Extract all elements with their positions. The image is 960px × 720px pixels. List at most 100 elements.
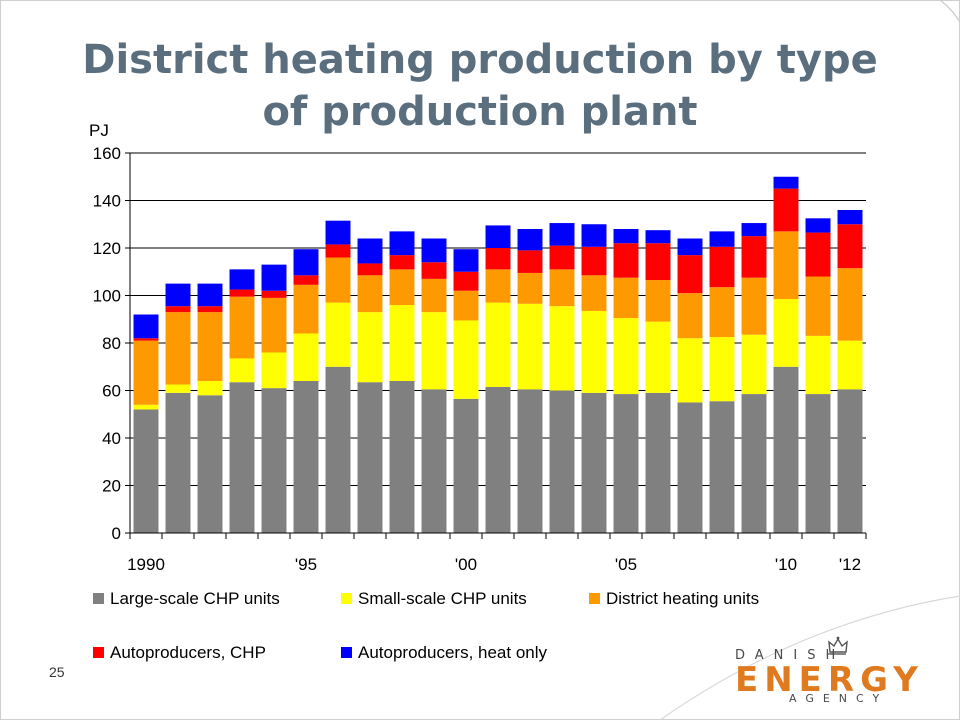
decorative-swoosh-bottom	[659, 595, 960, 720]
bar-segment-autoproducers-chp-1996	[325, 244, 351, 258]
bar-segment-district-heating-units-2012	[837, 268, 863, 341]
bar-segment-small-scale-chp-units-1993	[229, 358, 255, 383]
bar-segment-small-scale-chp-units-1994	[261, 352, 287, 389]
bar-segment-district-heating-units-1994	[261, 297, 287, 353]
x-tick-label: '05	[615, 555, 637, 574]
bar-segment-small-scale-chp-units-2008	[709, 337, 735, 402]
bar-segment-large-scale-chp-units-1998	[389, 381, 415, 533]
bar-segment-large-scale-chp-units-2009	[741, 394, 767, 533]
bar-segment-district-heating-units-2001	[485, 269, 511, 303]
slide-title-line-1: District heating production by type	[82, 37, 878, 83]
bar-segment-district-heating-units-2004	[581, 275, 607, 311]
bar-segment-district-heating-units-1998	[389, 269, 415, 305]
bar-segment-small-scale-chp-units-2005	[613, 318, 639, 395]
bar-segment-district-heating-units-1995	[293, 284, 319, 334]
logo-main-text: ENERGY	[735, 660, 924, 700]
bar-segment-large-scale-chp-units-2006	[645, 392, 671, 533]
bar-segment-autoproducers-chp-1991	[165, 306, 191, 313]
bar-segment-autoproducers-heat-only-1997	[357, 238, 383, 264]
bar-segment-autoproducers-heat-only-2009	[741, 223, 767, 237]
bar-segment-district-heating-units-2002	[517, 272, 543, 304]
bar-segment-large-scale-chp-units-2005	[613, 394, 639, 533]
bar-segment-district-heating-units-1999	[421, 278, 447, 313]
legend-label: Large-scale CHP units	[110, 589, 280, 608]
y-axis-label: PJ	[89, 121, 109, 140]
y-tick-label: 40	[102, 429, 121, 448]
bar-segment-district-heating-units-2005	[613, 277, 639, 319]
bar-segment-autoproducers-heat-only-2002	[517, 229, 543, 251]
bar-segment-small-scale-chp-units-2000	[453, 320, 479, 399]
bar-segment-small-scale-chp-units-1990	[133, 404, 159, 410]
legend-swatch	[589, 593, 600, 604]
bar-segment-autoproducers-chp-1995	[293, 275, 319, 285]
bar-segment-autoproducers-chp-2006	[645, 243, 671, 281]
bar-segment-large-scale-chp-units-2008	[709, 401, 735, 533]
bar-segment-small-scale-chp-units-1999	[421, 312, 447, 390]
bar-segment-autoproducers-chp-2011	[805, 232, 831, 277]
bar-segment-small-scale-chp-units-1996	[325, 302, 351, 367]
bar-segment-autoproducers-heat-only-1996	[325, 220, 351, 245]
bar-segment-autoproducers-chp-1994	[261, 290, 287, 298]
bar-segment-autoproducers-chp-1990	[133, 338, 159, 341]
bar-segment-large-scale-chp-units-1999	[421, 389, 447, 533]
slide-title: District heating production by type of p…	[40, 34, 920, 138]
legend-label: District heating units	[606, 589, 759, 608]
bar-segment-large-scale-chp-units-2007	[677, 402, 703, 533]
y-tick-label: 120	[93, 239, 121, 258]
page-number: 25	[49, 664, 65, 680]
bar-segment-small-scale-chp-units-1995	[293, 333, 319, 381]
bar-segment-district-heating-units-2000	[453, 290, 479, 321]
bar-segment-autoproducers-chp-1997	[357, 263, 383, 276]
bar-segment-district-heating-units-2011	[805, 276, 831, 336]
legend-label: Autoproducers, CHP	[110, 643, 266, 662]
bar-segment-small-scale-chp-units-2006	[645, 321, 671, 393]
bar-segment-large-scale-chp-units-2004	[581, 392, 607, 533]
bar-segment-large-scale-chp-units-1990	[133, 409, 159, 533]
x-tick-label: '12	[839, 555, 861, 574]
bar-segment-large-scale-chp-units-2002	[517, 389, 543, 533]
x-tick-label: '00	[455, 555, 477, 574]
bar-segment-district-heating-units-2006	[645, 280, 671, 322]
bar-segment-district-heating-units-1996	[325, 257, 351, 303]
danish-energy-agency-logo: DANISH ENERGY AGENCY	[735, 636, 935, 710]
bar-segment-district-heating-units-2007	[677, 293, 703, 339]
bar-segment-large-scale-chp-units-2003	[549, 390, 575, 533]
x-tick-label: '10	[775, 555, 797, 574]
bar-segment-autoproducers-heat-only-1991	[165, 283, 191, 307]
legend-swatch	[93, 593, 104, 604]
bar-segment-autoproducers-chp-2007	[677, 255, 703, 294]
bar-segment-autoproducers-chp-1993	[229, 289, 255, 297]
bar-segment-small-scale-chp-units-2004	[581, 310, 607, 393]
bar-segment-autoproducers-chp-1992	[197, 306, 223, 313]
bar-segment-autoproducers-heat-only-2005	[613, 229, 639, 244]
legend-item: District heating units	[589, 589, 759, 608]
bar-segment-small-scale-chp-units-1992	[197, 381, 223, 396]
bar-segment-district-heating-units-2008	[709, 287, 735, 338]
bar-segment-large-scale-chp-units-1995	[293, 381, 319, 533]
bar-segment-small-scale-chp-units-2009	[741, 334, 767, 395]
bar-segment-district-heating-units-1992	[197, 312, 223, 381]
bar-segment-autoproducers-heat-only-2010	[773, 176, 799, 189]
y-tick-label: 100	[93, 287, 121, 306]
bar-segment-small-scale-chp-units-1997	[357, 312, 383, 383]
bar-segment-autoproducers-chp-1998	[389, 255, 415, 270]
bar-segment-autoproducers-chp-2000	[453, 271, 479, 291]
bar-segment-small-scale-chp-units-2012	[837, 340, 863, 390]
decorative-swoosh-top	[939, 0, 960, 23]
bar-segment-autoproducers-chp-2002	[517, 250, 543, 273]
logo-top-text: DANISH	[735, 648, 846, 663]
bar-segment-large-scale-chp-units-1993	[229, 382, 255, 533]
bar-segment-autoproducers-heat-only-2006	[645, 230, 671, 244]
legend-swatch	[341, 647, 352, 658]
y-tick-label: 160	[93, 144, 121, 163]
bar-segment-large-scale-chp-units-2001	[485, 386, 511, 533]
bar-segment-autoproducers-chp-2008	[709, 246, 735, 288]
bar-segment-district-heating-units-2003	[549, 269, 575, 307]
bar-segment-autoproducers-heat-only-2012	[837, 210, 863, 225]
x-tick-label: '95	[295, 555, 317, 574]
bar-segment-autoproducers-chp-2001	[485, 248, 511, 270]
bar-segment-small-scale-chp-units-2007	[677, 338, 703, 403]
bar-segment-small-scale-chp-units-2003	[549, 306, 575, 391]
bar-segment-small-scale-chp-units-1998	[389, 305, 415, 381]
bar-segment-autoproducers-heat-only-1990	[133, 314, 159, 339]
